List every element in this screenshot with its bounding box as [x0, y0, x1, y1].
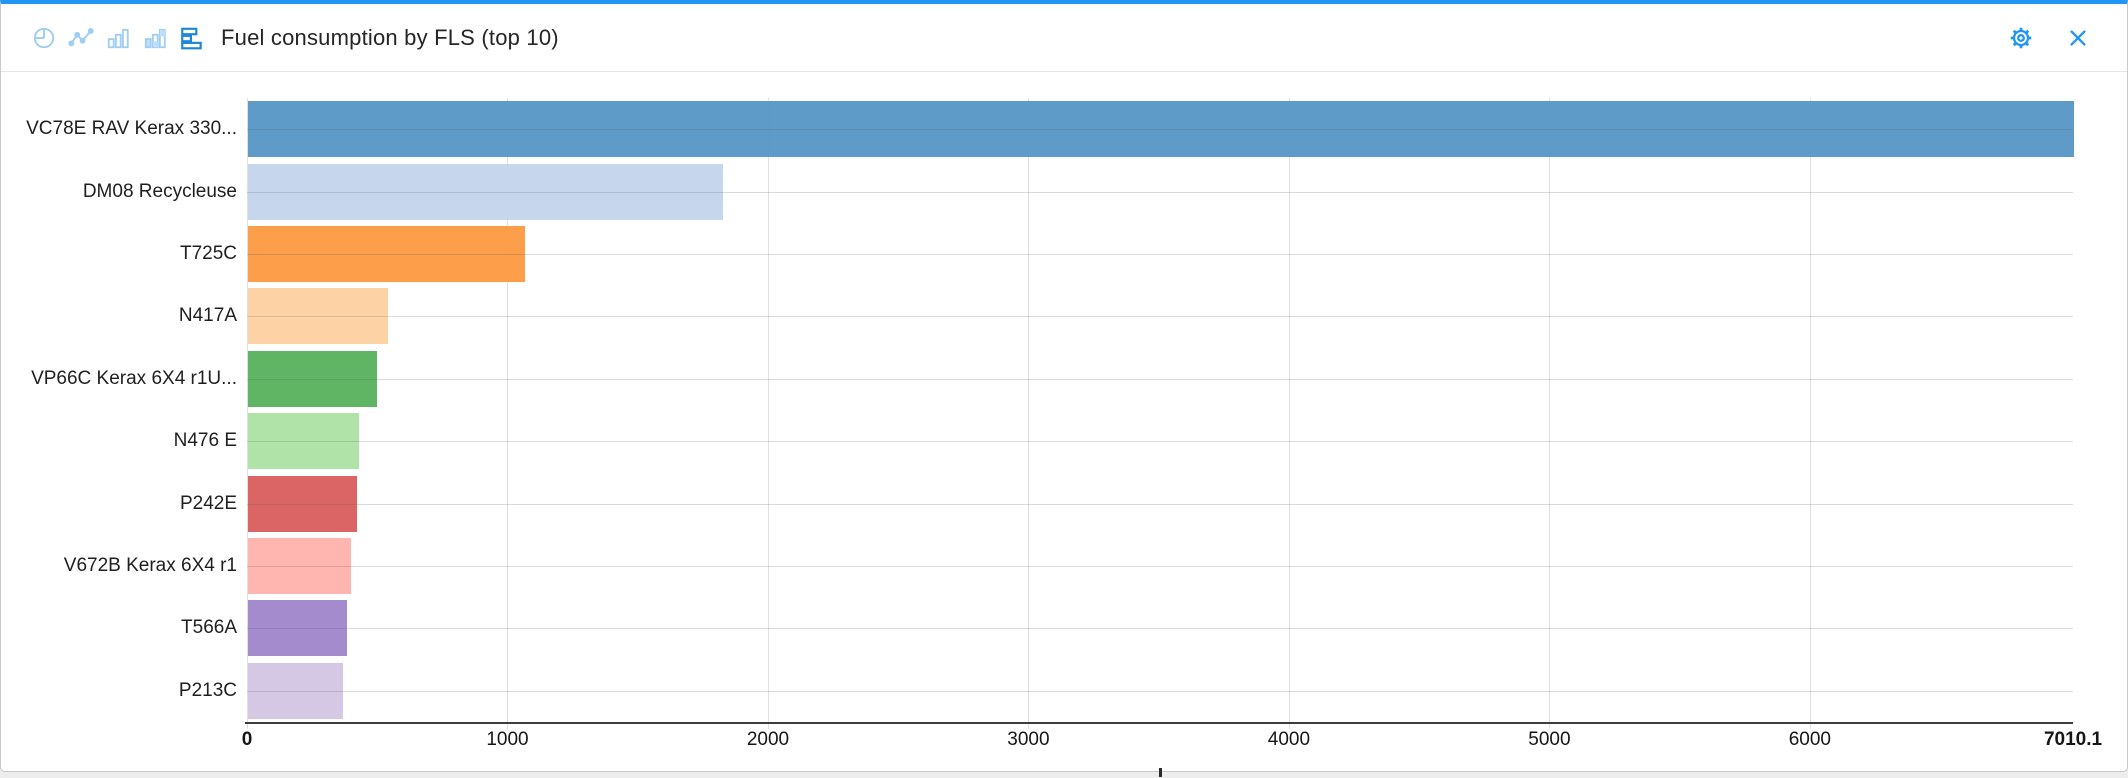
- pie-chart-icon: [31, 25, 57, 51]
- bar[interactable]: [248, 475, 357, 532]
- bar-chart-plot: VC78E RAV Kerax 330... DM08 Recycleuse T72…: [1, 76, 2127, 777]
- x-gridline: [767, 98, 769, 729]
- row-gridline: [247, 690, 2073, 692]
- category-label: P213C: [178, 679, 237, 701]
- bar[interactable]: [248, 538, 351, 594]
- line-chart-icon: [68, 25, 94, 51]
- bar-chart-icon: [105, 25, 131, 51]
- category-label: VP66C Kerax 6X4 r1U...: [31, 367, 237, 389]
- x-gridline: [1288, 98, 1290, 729]
- stacked-bar-chart-button[interactable]: [142, 25, 168, 51]
- row-gridline: [247, 129, 2073, 131]
- x-axis-tick-label: 2000: [746, 729, 790, 750]
- row-gridline: [247, 378, 2073, 380]
- bar[interactable]: [248, 101, 2074, 158]
- chart-type-switcher: [31, 25, 205, 51]
- close-icon: [2067, 27, 2089, 49]
- row-gridline: [247, 441, 2073, 443]
- x-axis-max-label: 7010.1: [2043, 729, 2103, 750]
- axis-center-tick: [1159, 768, 1162, 777]
- bar[interactable]: [248, 600, 347, 657]
- row-gridline: [247, 316, 2073, 318]
- gear-icon: [2007, 24, 2035, 52]
- bar[interactable]: [248, 288, 388, 345]
- bar-chart-button[interactable]: [105, 25, 131, 51]
- category-label: N476 E: [173, 430, 237, 452]
- close-button[interactable]: [2067, 27, 2089, 49]
- category-label: DM08 Recycleuse: [82, 180, 237, 202]
- category-label: T725C: [179, 243, 237, 264]
- category-label: T566A: [181, 617, 237, 639]
- x-gridline: [1028, 98, 1030, 729]
- x-axis-tick-label: 5000: [1528, 729, 1571, 750]
- x-axis-tick-label: 1000: [486, 729, 529, 750]
- row-gridline: [247, 191, 2073, 193]
- row-gridline: [247, 254, 2073, 255]
- horizontal-bar-chart-icon: [179, 25, 205, 51]
- x-gridline: [247, 98, 248, 729]
- x-gridline: [1809, 98, 1811, 729]
- row-gridline: [247, 566, 2073, 567]
- stacked-bar-chart-icon: [142, 25, 168, 51]
- x-axis-tick-label: 3000: [1007, 729, 1050, 750]
- bar[interactable]: [248, 413, 359, 470]
- settings-button[interactable]: [2007, 24, 2035, 52]
- category-label: V672B Kerax 6X4 r1: [63, 555, 237, 576]
- horizontal-bar-chart-button[interactable]: [179, 25, 205, 51]
- x-gridline: [507, 98, 509, 729]
- bar[interactable]: [248, 662, 343, 719]
- category-label: N417A: [178, 305, 237, 327]
- pie-chart-button[interactable]: [31, 25, 57, 51]
- row-gridline: [247, 628, 2073, 630]
- category-label: VC78E RAV Kerax 330...: [26, 118, 237, 140]
- widget-title: Fuel consumption by FLS (top 10): [221, 24, 559, 50]
- category-label: P242E: [179, 492, 237, 514]
- toolbar-actions: [2007, 24, 2089, 52]
- widget-toolbar: Fuel consumption by FLS (top 10): [1, 4, 2127, 72]
- x-axis-tick-label: 6000: [1788, 729, 1832, 750]
- x-axis-tick-label: 4000: [1267, 729, 1311, 750]
- bar[interactable]: [248, 350, 377, 407]
- x-axis-tick-label: 0: [241, 729, 253, 750]
- bar[interactable]: [248, 226, 525, 282]
- bar[interactable]: [248, 163, 723, 220]
- x-axis-line: [245, 722, 2073, 724]
- x-gridline: [1549, 98, 1551, 729]
- line-chart-button[interactable]: [68, 25, 94, 51]
- row-gridline: [247, 503, 2073, 505]
